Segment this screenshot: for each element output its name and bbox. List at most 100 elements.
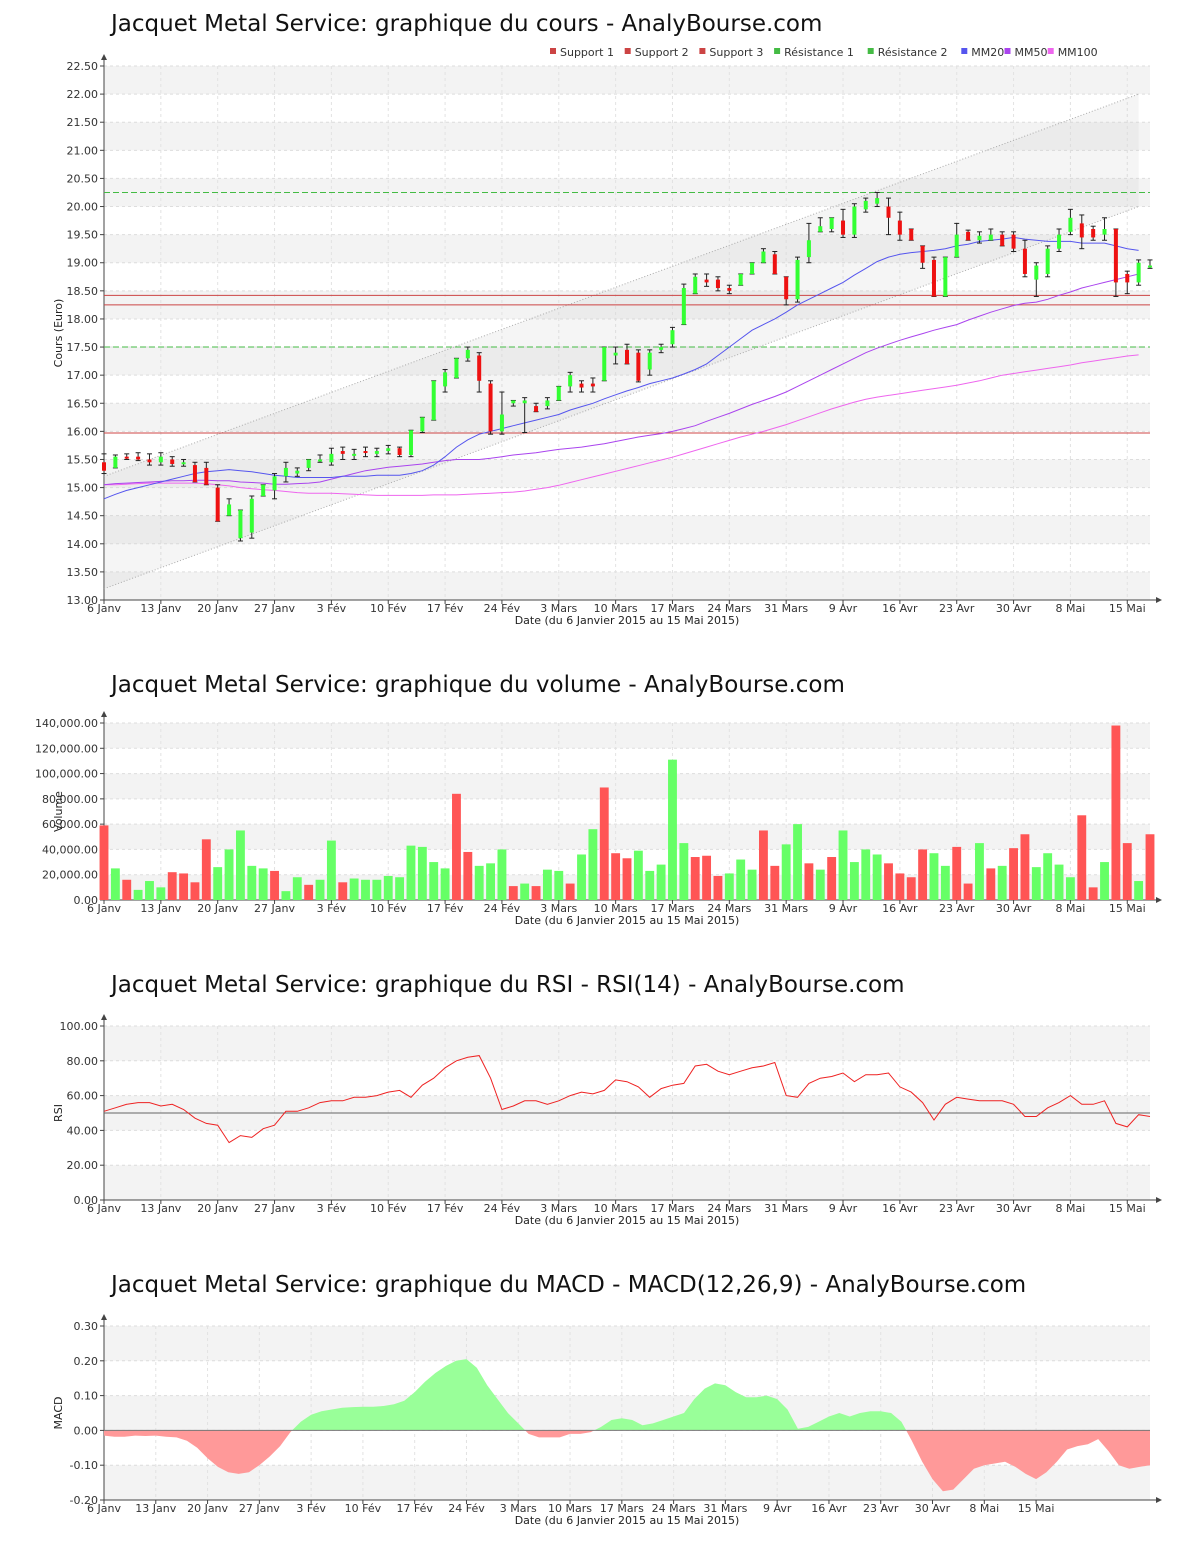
candle-body <box>227 504 232 516</box>
volume-bar <box>201 839 211 900</box>
price-ytick-label: 15.00 <box>67 482 99 495</box>
macd-x-axis-arrow <box>1156 1497 1162 1503</box>
candle-body <box>909 229 914 241</box>
volume-xtick-label: 6 Janv <box>87 902 121 915</box>
candle-body <box>988 234 993 241</box>
candle-body <box>465 349 470 359</box>
macd-negative-area <box>104 1430 293 1474</box>
candle-body <box>931 259 936 297</box>
price-ytick-label: 16.00 <box>67 425 99 438</box>
volume-x-axis-arrow <box>1156 897 1162 903</box>
price-xtick-label: 3 Fév <box>317 602 347 615</box>
macd-positive-area <box>292 1359 526 1431</box>
volume-bar <box>304 884 314 900</box>
rsi-xtick-label: 31 Mars <box>764 1202 808 1215</box>
volume-bar <box>1054 864 1064 900</box>
macd-xtick-label: 13 Janv <box>135 1502 176 1515</box>
price-xtick-label: 30 Avr <box>996 602 1032 615</box>
macd-xtick-label: 17 Fév <box>396 1502 433 1515</box>
candle-body <box>1079 223 1084 238</box>
rsi-band <box>104 1026 1150 1061</box>
candle-body <box>1148 265 1152 268</box>
price-xtick-label: 3 Mars <box>540 602 577 615</box>
macd-xtick-label: 17 Mars <box>600 1502 644 1515</box>
candle-body <box>431 380 436 421</box>
candle-body <box>363 451 368 454</box>
price-xtick-label: 16 Avr <box>882 602 918 615</box>
volume-bar <box>793 824 802 900</box>
rsi-xtick-label: 10 Fév <box>370 1202 407 1215</box>
candle-body <box>238 510 243 539</box>
macd-xtick-label: 16 Avr <box>811 1502 847 1515</box>
candle-body <box>1057 234 1062 249</box>
macd-x-axis-title: Date (du 6 Janvier 2015 au 15 Mai 2015) <box>515 1514 740 1527</box>
macd-chart-panel: Jacquet Metal Service: graphique du MACD… <box>0 1260 1200 1540</box>
candle-body <box>647 352 652 370</box>
price-ytick-label: 17.00 <box>67 369 99 382</box>
price-ytick-label: 14.50 <box>67 510 99 523</box>
volume-bar <box>133 889 143 900</box>
candle-body <box>1091 229 1096 238</box>
rsi-ytick-label: 100.00 <box>60 1020 99 1033</box>
rsi-xtick-label: 30 Avr <box>996 1202 1032 1215</box>
volume-bar <box>815 869 825 900</box>
candle-body <box>147 459 152 463</box>
price-ytick-label: 16.50 <box>67 397 99 410</box>
rsi-xtick-label: 10 Mars <box>594 1202 638 1215</box>
rsi-band <box>104 1165 1150 1200</box>
rsi-xtick-label: 17 Mars <box>650 1202 694 1215</box>
volume-bar <box>861 849 871 900</box>
volume-bar <box>565 883 575 900</box>
rsi-chart-panel: Jacquet Metal Service: graphique du RSI … <box>0 960 1200 1240</box>
macd-xtick-label: 6 Janv <box>87 1502 121 1515</box>
macd-negative-area <box>525 1430 595 1438</box>
volume-bar <box>975 843 984 900</box>
macd-xtick-label: 24 Fév <box>448 1502 485 1515</box>
volume-y-axis-arrow <box>101 711 107 717</box>
volume-band <box>104 824 1150 850</box>
volume-bar <box>1111 725 1121 900</box>
candle-body <box>181 462 186 465</box>
volume-bar <box>463 851 473 900</box>
price-band <box>104 403 1150 432</box>
rsi-xtick-label: 24 Mars <box>707 1202 751 1215</box>
volume-xtick-label: 23 Avr <box>939 902 975 915</box>
volume-bar <box>929 853 939 900</box>
volume-bar <box>872 854 882 900</box>
candle-body <box>841 220 846 235</box>
volume-bar <box>349 878 359 900</box>
volume-bar <box>497 849 507 900</box>
rsi-line <box>103 1055 1151 1144</box>
volume-bar <box>315 879 325 900</box>
volume-bar <box>633 850 643 900</box>
volume-bar <box>952 846 962 900</box>
volume-bar <box>781 844 791 900</box>
candle-body <box>136 456 141 460</box>
trend-channel-lower-line <box>103 206 1139 590</box>
macd-ytick-label: -0.10 <box>70 1459 98 1472</box>
candle-body <box>784 276 789 300</box>
candle-body <box>124 456 129 459</box>
price-xtick-label: 17 Fév <box>427 602 464 615</box>
volume-bar <box>1122 843 1132 900</box>
candle-body <box>1022 248 1027 274</box>
volume-bar <box>110 868 120 900</box>
volume-bar <box>542 869 552 900</box>
macd-band <box>104 1465 1150 1500</box>
price-ytick-label: 18.50 <box>67 285 99 298</box>
candle-body <box>556 386 561 401</box>
candle-body <box>545 400 550 407</box>
macd-band <box>104 1326 1150 1361</box>
price-band <box>104 234 1150 263</box>
candle-body <box>897 220 902 235</box>
candle-body <box>704 279 709 283</box>
rsi-ytick-label: 40.00 <box>67 1124 99 1137</box>
price-xtick-label: 10 Mars <box>594 602 638 615</box>
rsi-xtick-label: 17 Fév <box>427 1202 464 1215</box>
trend-channel-upper-line <box>103 93 1139 477</box>
volume-bar <box>429 862 439 900</box>
candle-body <box>738 273 743 286</box>
volume-ytick-label: 20,000.00 <box>42 869 98 882</box>
volume-chart-panel: Jacquet Metal Service: graphique du volu… <box>0 660 1200 940</box>
volume-bar <box>1134 881 1144 900</box>
